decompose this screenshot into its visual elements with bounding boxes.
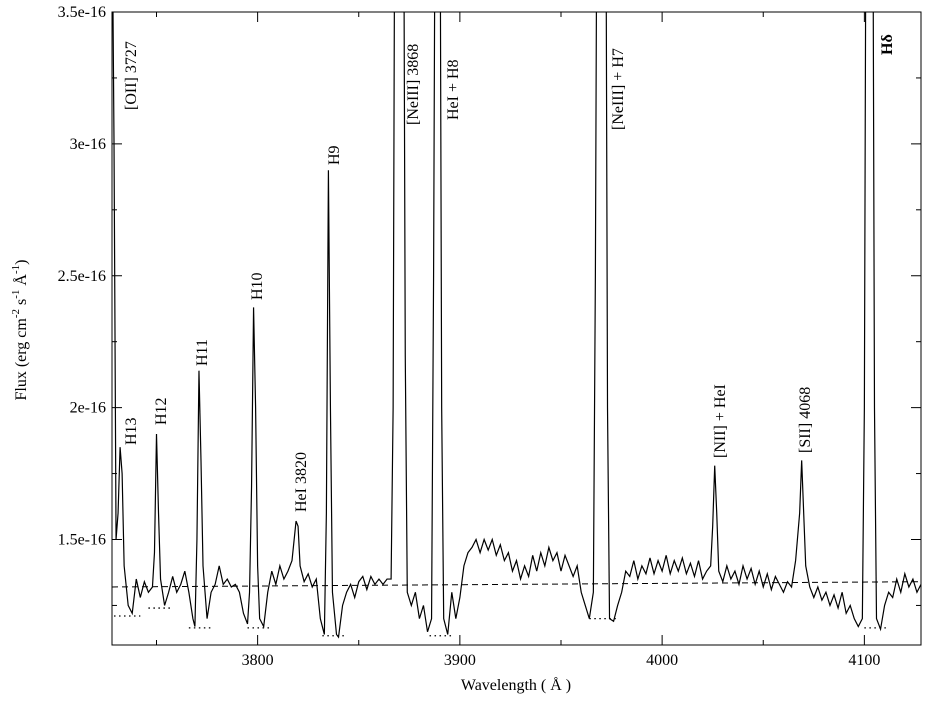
line-annotation: [NeIII] 3868 <box>405 44 422 125</box>
y-tick-label: 3e-16 <box>70 136 106 153</box>
line-annotation: H10 <box>249 272 266 300</box>
x-tick-label: 4100 <box>848 652 880 669</box>
x-tick-label: 3800 <box>242 652 274 669</box>
x-tick-label: 4000 <box>646 652 678 669</box>
y-label-part: Flux (erg cm <box>13 318 30 401</box>
y-label-superscript: -1 <box>10 265 22 274</box>
y-tick-label: 2e-16 <box>70 400 106 417</box>
line-annotation: [SII] 4068 <box>797 387 814 453</box>
y-tick-label: 1.5e-16 <box>58 532 106 549</box>
y-label-superscript: -2 <box>10 309 22 318</box>
line-annotation: [OII] 3727 <box>123 41 140 110</box>
x-axis-label: Wavelength ( Å ) <box>461 676 571 694</box>
y-tick-label: 3.5e-16 <box>58 4 106 21</box>
plot-frame <box>111 11 922 646</box>
line-annotation: H9 <box>326 145 343 165</box>
line-annotation: [NeIII] + H7 <box>610 48 627 130</box>
line-annotation: Hδ <box>879 34 896 55</box>
y-label-part: s <box>13 299 30 309</box>
spectrum-line <box>112 12 921 639</box>
y-label-part: Å <box>12 274 30 290</box>
y-axis-label: Flux (erg cm-2 s-1 Å-1) <box>10 260 30 401</box>
y-tick-label: 2.5e-16 <box>58 268 106 285</box>
line-annotation: H13 <box>123 417 140 445</box>
plot-area <box>112 12 921 639</box>
line-annotation: HeI + H8 <box>445 59 462 120</box>
y-label-part: ) <box>13 260 30 265</box>
line-annotation: H11 <box>194 339 211 366</box>
line-annotation: H12 <box>153 397 170 425</box>
line-annotation: [NII] + HeI <box>712 384 729 458</box>
continuum-line <box>112 581 921 588</box>
x-tick-label: 3900 <box>444 652 476 669</box>
line-annotation: HeI 3820 <box>293 452 310 512</box>
y-label-superscript: -1 <box>10 290 22 299</box>
